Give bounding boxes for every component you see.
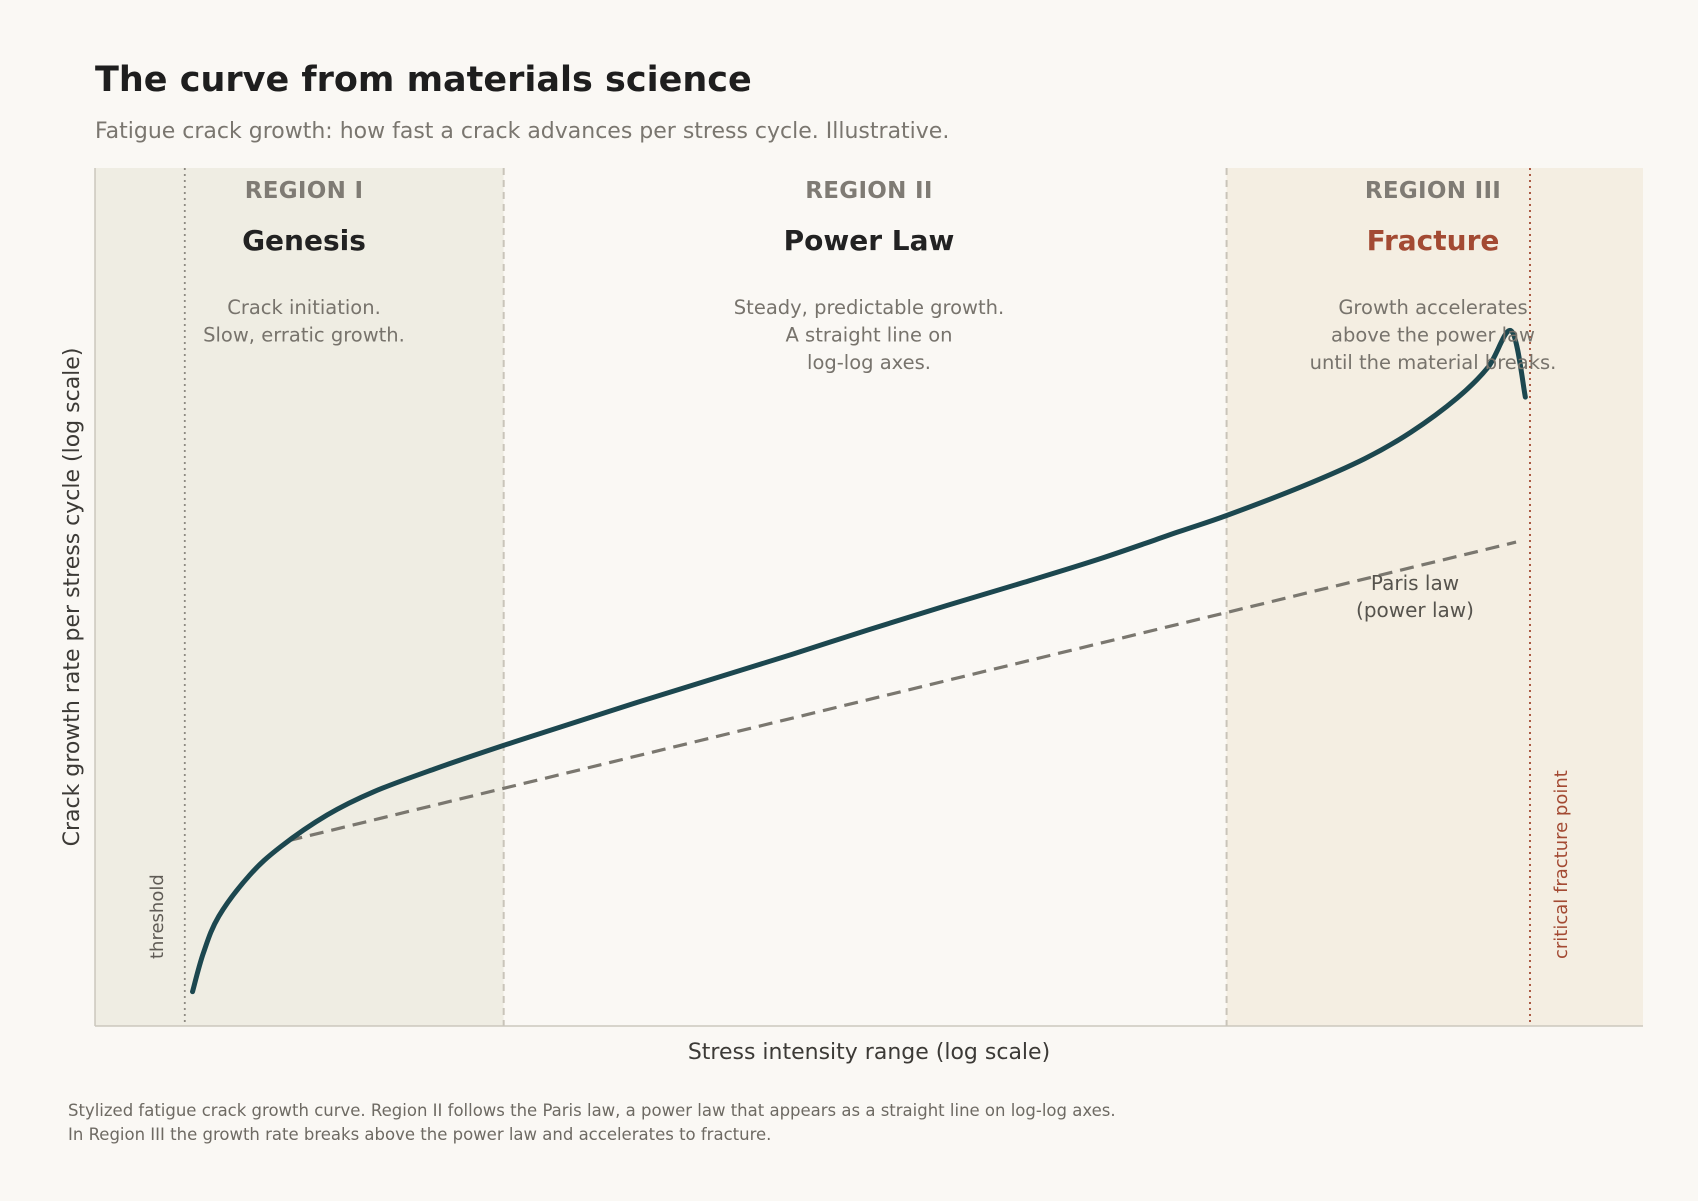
region-labels: REGION I Genesis Crack initiation. Slow, er…: [203, 178, 1556, 374]
region-name-3: Fracture: [1367, 224, 1500, 257]
region-desc-3-3: until the material breaks.: [1310, 351, 1557, 374]
page-title: The curve from materials science: [95, 60, 752, 100]
region-backgrounds: [95, 168, 1643, 1026]
region-desc-1-1: Crack initiation.: [227, 296, 381, 319]
region-desc-2-2: A straight line on: [786, 324, 953, 347]
region-desc-1-2: Slow, erratic growth.: [203, 324, 405, 347]
region-band-2: [503, 168, 1227, 1026]
region-desc-3-2: above the power law: [1331, 324, 1535, 347]
caption-line-2: In Region III the growth rate breaks abo…: [68, 1125, 771, 1144]
paris-law-label: Paris law: [1371, 571, 1459, 595]
region-label-2: REGION II: [805, 178, 932, 204]
region-desc-2-3: log-log axes.: [807, 351, 931, 374]
series-group: Paris law (power law): [190, 328, 1528, 995]
paris-law-line: [288, 540, 1517, 843]
region-desc-3-1: Growth accelerates: [1338, 296, 1527, 319]
caption-line-1: Stylized fatigue crack growth curve. Reg…: [68, 1101, 1116, 1120]
region-label-3: REGION III: [1365, 178, 1501, 204]
region-name-2: Power Law: [784, 224, 955, 257]
crack-growth-curve: [190, 328, 1528, 995]
y-axis-label: Crack growth rate per stress cycle (log …: [60, 348, 85, 847]
marker-lines: threshold critical fracture point: [147, 168, 1572, 1026]
threshold-label: threshold: [147, 874, 168, 959]
x-axis-label: Stress intensity range (log scale): [688, 1040, 1050, 1065]
fracture-label: critical fracture point: [1551, 770, 1572, 959]
region-desc-2-1: Steady, predictable growth.: [734, 296, 1004, 319]
region-band-1: [95, 168, 504, 1026]
paris-law-note: (power law): [1356, 598, 1474, 622]
region-name-1: Genesis: [242, 224, 366, 257]
axes: [94, 168, 1643, 1027]
region-label-1: REGION I: [245, 178, 364, 204]
page-subtitle: Fatigue crack growth: how fast a crack a…: [95, 119, 949, 144]
